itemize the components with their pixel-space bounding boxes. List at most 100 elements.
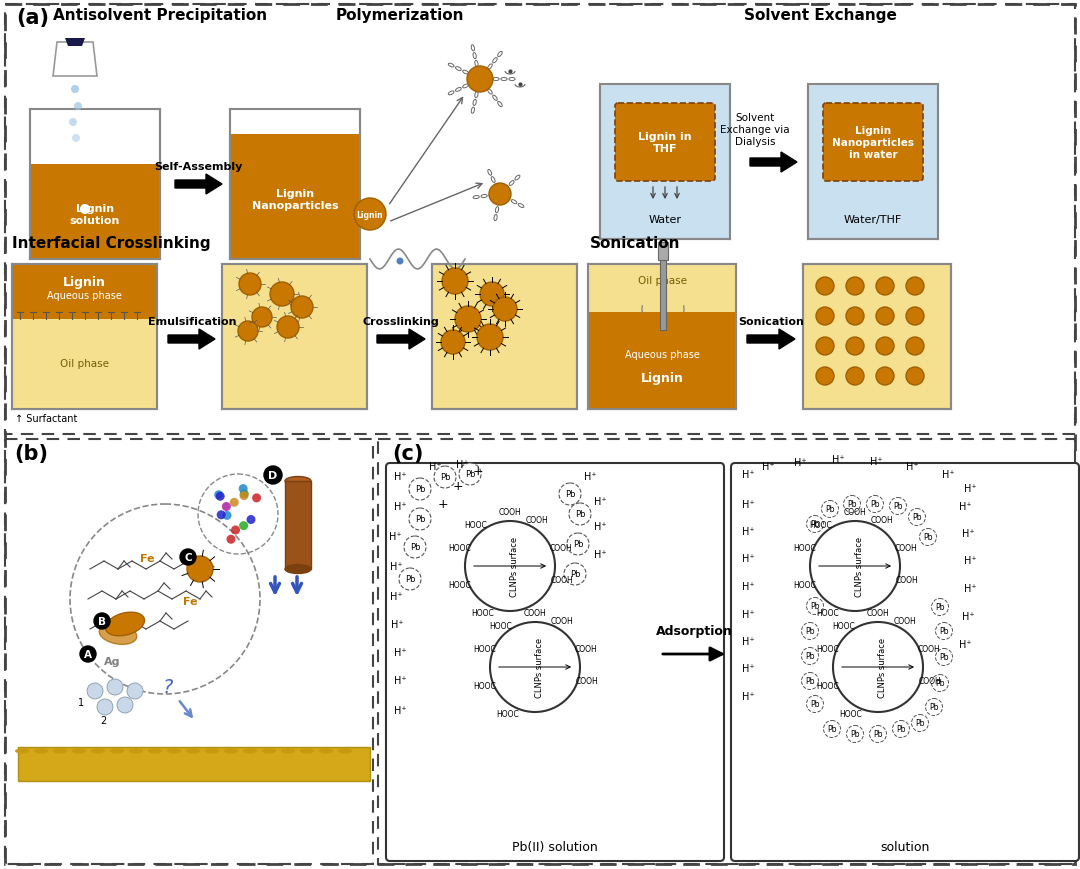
FancyArrow shape bbox=[175, 175, 222, 195]
Text: Pb: Pb bbox=[409, 543, 420, 552]
Circle shape bbox=[399, 568, 421, 590]
Text: Aqueous phase: Aqueous phase bbox=[624, 349, 700, 360]
Circle shape bbox=[564, 563, 586, 586]
FancyArrow shape bbox=[750, 153, 797, 173]
Text: Fe: Fe bbox=[140, 554, 154, 563]
Text: HOOC: HOOC bbox=[793, 580, 815, 589]
Circle shape bbox=[906, 338, 924, 355]
Circle shape bbox=[935, 649, 953, 666]
Bar bbox=[588, 265, 735, 313]
Text: Lignin: Lignin bbox=[63, 276, 106, 289]
Circle shape bbox=[459, 463, 481, 486]
Text: HOOC: HOOC bbox=[793, 543, 815, 553]
Text: COOH: COOH bbox=[866, 609, 889, 618]
Circle shape bbox=[71, 86, 79, 94]
Circle shape bbox=[866, 496, 883, 513]
Circle shape bbox=[441, 330, 465, 355]
Circle shape bbox=[467, 67, 492, 93]
Bar bbox=[660, 261, 666, 330]
Circle shape bbox=[434, 467, 456, 488]
Circle shape bbox=[801, 623, 819, 640]
Text: H⁺: H⁺ bbox=[761, 461, 774, 472]
FancyBboxPatch shape bbox=[823, 104, 923, 182]
Ellipse shape bbox=[186, 748, 200, 753]
Text: COOH: COOH bbox=[893, 616, 916, 625]
Ellipse shape bbox=[243, 748, 257, 753]
Text: COOH: COOH bbox=[524, 609, 546, 618]
Circle shape bbox=[227, 535, 235, 544]
Text: Crosslinking: Crosslinking bbox=[363, 316, 440, 327]
Circle shape bbox=[816, 278, 834, 295]
Circle shape bbox=[892, 720, 909, 738]
Circle shape bbox=[396, 258, 404, 265]
Bar bbox=[230, 135, 360, 260]
Circle shape bbox=[239, 485, 247, 494]
Text: COOH: COOH bbox=[551, 616, 573, 625]
Ellipse shape bbox=[15, 748, 29, 753]
Bar bbox=[30, 165, 160, 260]
Text: Oil phase: Oil phase bbox=[637, 275, 687, 286]
Text: Self-Assembly: Self-Assembly bbox=[153, 162, 242, 172]
Text: Lignin
Nanoparticles: Lignin Nanoparticles bbox=[252, 189, 338, 210]
Text: ?: ? bbox=[163, 678, 173, 697]
Text: HOOC: HOOC bbox=[464, 521, 487, 529]
Text: Pb: Pb bbox=[806, 677, 814, 686]
Circle shape bbox=[816, 338, 834, 355]
Text: CLNPs surface: CLNPs surface bbox=[854, 536, 864, 596]
Text: CLNPs surface: CLNPs surface bbox=[535, 637, 543, 697]
Text: H⁺: H⁺ bbox=[742, 500, 754, 509]
Circle shape bbox=[906, 308, 924, 326]
Circle shape bbox=[291, 296, 313, 319]
Text: Pb: Pb bbox=[405, 574, 415, 584]
Text: H⁺: H⁺ bbox=[963, 583, 976, 594]
Text: H⁺: H⁺ bbox=[959, 640, 971, 649]
Ellipse shape bbox=[262, 748, 276, 753]
Text: HOOC: HOOC bbox=[448, 580, 471, 589]
Circle shape bbox=[107, 680, 123, 695]
Text: COOH: COOH bbox=[870, 515, 893, 524]
Ellipse shape bbox=[99, 624, 137, 645]
Circle shape bbox=[252, 308, 272, 328]
FancyArrow shape bbox=[377, 329, 426, 349]
Bar bbox=[222, 265, 367, 409]
Circle shape bbox=[935, 623, 953, 640]
Text: ↑ Surfactant: ↑ Surfactant bbox=[15, 414, 78, 423]
Text: Pb: Pb bbox=[935, 603, 945, 612]
Text: H⁺: H⁺ bbox=[959, 501, 971, 512]
Text: solution: solution bbox=[880, 840, 930, 853]
Text: H⁺: H⁺ bbox=[390, 561, 403, 571]
Ellipse shape bbox=[72, 748, 86, 753]
Text: Lignin
solution: Lignin solution bbox=[70, 204, 120, 226]
Circle shape bbox=[906, 368, 924, 386]
Text: HOOC: HOOC bbox=[815, 681, 839, 690]
Circle shape bbox=[276, 316, 299, 339]
Text: H⁺: H⁺ bbox=[742, 527, 754, 536]
Text: Pb: Pb bbox=[806, 627, 814, 636]
Text: Adsorption: Adsorption bbox=[656, 624, 732, 637]
Circle shape bbox=[931, 599, 948, 616]
Text: Pb: Pb bbox=[915, 719, 924, 727]
FancyBboxPatch shape bbox=[731, 463, 1079, 861]
Text: +: + bbox=[453, 480, 463, 493]
Circle shape bbox=[843, 496, 861, 513]
Text: Pb: Pb bbox=[825, 505, 835, 514]
Ellipse shape bbox=[129, 748, 143, 753]
Ellipse shape bbox=[91, 748, 105, 753]
Text: HOOC: HOOC bbox=[816, 608, 839, 618]
Circle shape bbox=[876, 338, 894, 355]
Circle shape bbox=[926, 699, 943, 716]
Bar bbox=[804, 265, 951, 409]
Text: Pb: Pb bbox=[874, 730, 882, 739]
Text: Antisolvent Precipitation: Antisolvent Precipitation bbox=[53, 8, 267, 23]
Text: +: + bbox=[473, 464, 484, 477]
Circle shape bbox=[847, 726, 864, 743]
Circle shape bbox=[480, 282, 504, 307]
Text: Lignin in
THF: Lignin in THF bbox=[638, 132, 692, 154]
Circle shape bbox=[919, 529, 936, 546]
Bar bbox=[12, 265, 157, 320]
Circle shape bbox=[807, 598, 824, 614]
Circle shape bbox=[97, 700, 113, 715]
Circle shape bbox=[270, 282, 294, 307]
Text: Emulsification: Emulsification bbox=[148, 316, 237, 327]
Circle shape bbox=[846, 338, 864, 355]
